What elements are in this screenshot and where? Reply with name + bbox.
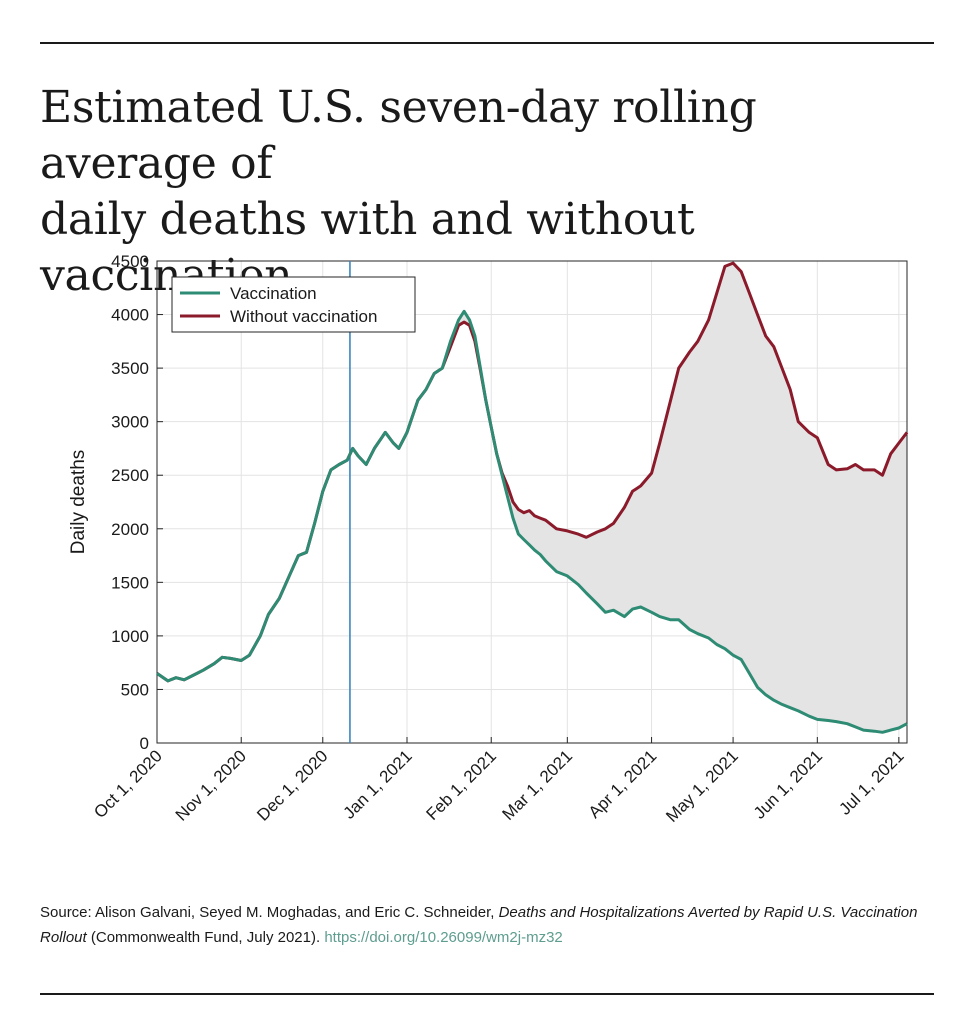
y-tick-label-4000: 4000 [111,306,149,325]
x-tick-label-0: Oct 1, 2020 [90,746,166,822]
x-tick-label-2: Dec 1, 2020 [253,746,331,824]
y-tick-label-1500: 1500 [111,573,149,592]
legend: Vaccination Without vaccination [171,276,416,333]
source-note: Source: Alison Galvani, Seyed M. Moghada… [40,900,940,950]
x-tick-label-9: Jul 1, 2021 [835,746,907,818]
y-tick-label-2500: 2500 [111,466,149,485]
source-prefix: Source: Alison Galvani, Seyed M. Moghada… [40,904,499,921]
legend-label-without-vaccination: Without vaccination [230,307,377,326]
source-suffix: (Commonwealth Fund, July 2021). [86,929,325,946]
y-tick-label-4500: 4500 [111,252,149,271]
y-tick-label-2000: 2000 [111,520,149,539]
x-tick-label-8: Jun 1, 2021 [750,746,826,822]
y-tick-label-3500: 3500 [111,359,149,378]
doi-link[interactable]: https://doi.org/10.26099/wm2j-mz32 [324,929,563,946]
x-tick-label-7: May 1, 2021 [662,746,742,826]
plot-frame [156,260,908,744]
y-tick-label-0: 0 [140,734,149,753]
legend-label-vaccination: Vaccination [230,284,317,303]
y-tick-label-500: 500 [121,680,149,699]
x-tick-label-1: Nov 1, 2020 [172,746,250,824]
x-tick-label-5: Mar 1, 2021 [499,746,577,824]
x-tick-label-3: Jan 1, 2021 [340,746,416,822]
y-axis-label: Daily deaths [68,450,89,555]
vaccination-line [156,309,908,734]
chart-title-line-2: daily deaths with and without vaccinatio… [40,194,695,301]
averted-deaths-area [157,263,907,733]
x-axis-ticks: Oct 1, 2020 Nov 1, 2020 Dec 1, 2020 Jan 1, … [90,737,908,826]
y-axis-ticks: 0 500 1000 1500 2000 2500 3000 3500 4000 4500 [111,252,163,753]
y-tick-label-1000: 1000 [111,627,149,646]
bottom-rule [40,993,934,995]
legend-box [171,276,416,333]
x-tick-label-4: Feb 1, 2021 [422,746,500,824]
chart-title: Estimated U.S. seven-day rolling average… [40,80,940,304]
daily-deaths-chart: 0 500 1000 1500 2000 2500 3000 3500 4000 4500 Oct… [68,252,909,826]
x-tick-label-6: Apr 1, 2021 [585,746,661,822]
source-report-title: Deaths and Hospitalizations Averted by R… [40,904,918,946]
top-rule [40,42,934,44]
y-tick-label-3000: 3000 [111,413,149,432]
chart-title-line-1: Estimated U.S. seven-day rolling average… [40,82,757,189]
